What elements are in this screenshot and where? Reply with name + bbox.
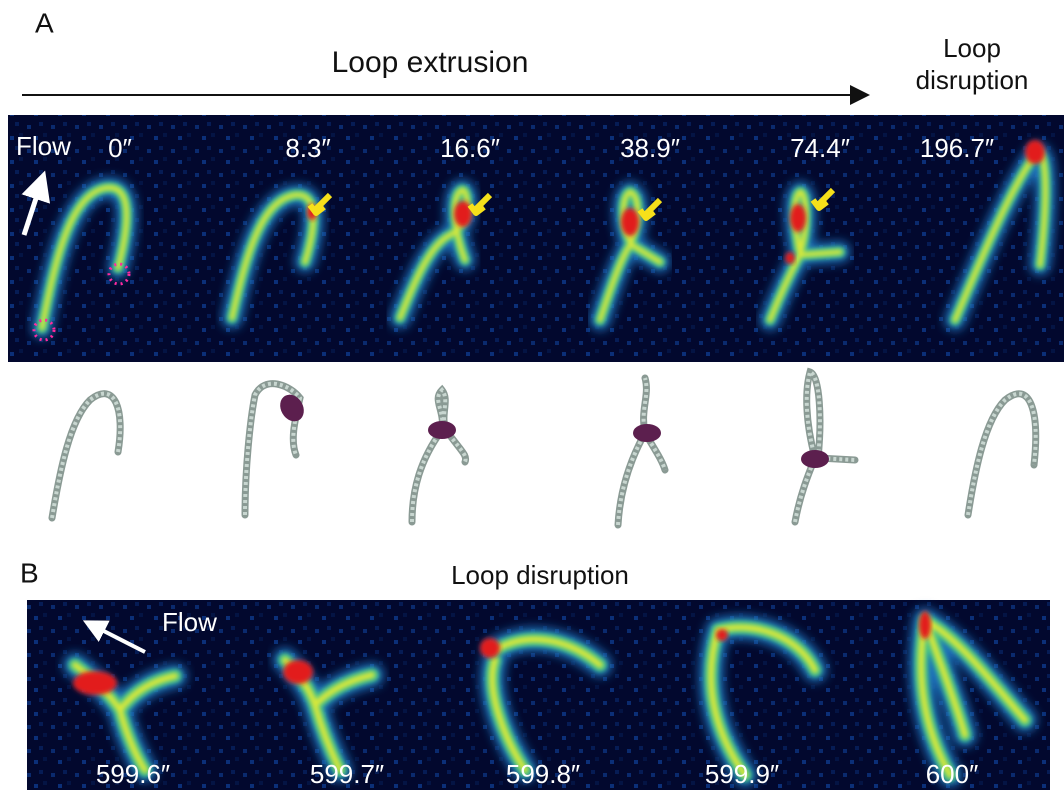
panel-label: B [20, 557, 39, 588]
time-label: 599.7″ [310, 759, 384, 789]
schematic-dna [618, 378, 665, 525]
flow-label: Flow [162, 607, 217, 637]
cohesin [801, 450, 829, 468]
hotspot [621, 208, 639, 236]
header: Loop extrusion [332, 46, 529, 79]
header-right: Loop [943, 33, 1001, 63]
hotspot [454, 201, 472, 227]
figure: A Loop extrusion Loop disruption Flow 0″… [0, 0, 1064, 790]
micrograph-a [8, 115, 1064, 362]
hotspot [790, 204, 806, 232]
hotspot [919, 611, 931, 639]
cohesin [428, 421, 456, 439]
hotspot [283, 660, 313, 684]
cohesin [633, 424, 661, 442]
schematic-dna [795, 372, 855, 522]
time-label: 599.6″ [96, 759, 170, 789]
time-label: 0″ [108, 133, 132, 163]
header: Loop disruption [451, 560, 629, 590]
hotspot [73, 671, 117, 695]
time-label: 196.7″ [920, 133, 994, 163]
header-right: disruption [916, 65, 1029, 95]
time-label: 38.9″ [620, 133, 680, 163]
time-label: 16.6″ [440, 133, 500, 163]
flow-label: Flow [16, 131, 71, 161]
time-label: 600″ [926, 759, 979, 789]
hotspot [1025, 140, 1045, 164]
schematic-dna-beads [968, 394, 1036, 515]
time-label: 8.3″ [285, 133, 330, 163]
time-label: 599.8″ [506, 759, 580, 789]
schematic-dna [412, 390, 466, 522]
time-label: 599.9″ [705, 759, 779, 789]
hotspot [480, 638, 500, 658]
cohesin [275, 390, 308, 425]
hotspot [716, 629, 728, 641]
hotspot [785, 252, 795, 264]
schematic-dna [52, 394, 120, 518]
time-label: 74.4″ [790, 133, 850, 163]
panel-label: A [35, 7, 54, 38]
